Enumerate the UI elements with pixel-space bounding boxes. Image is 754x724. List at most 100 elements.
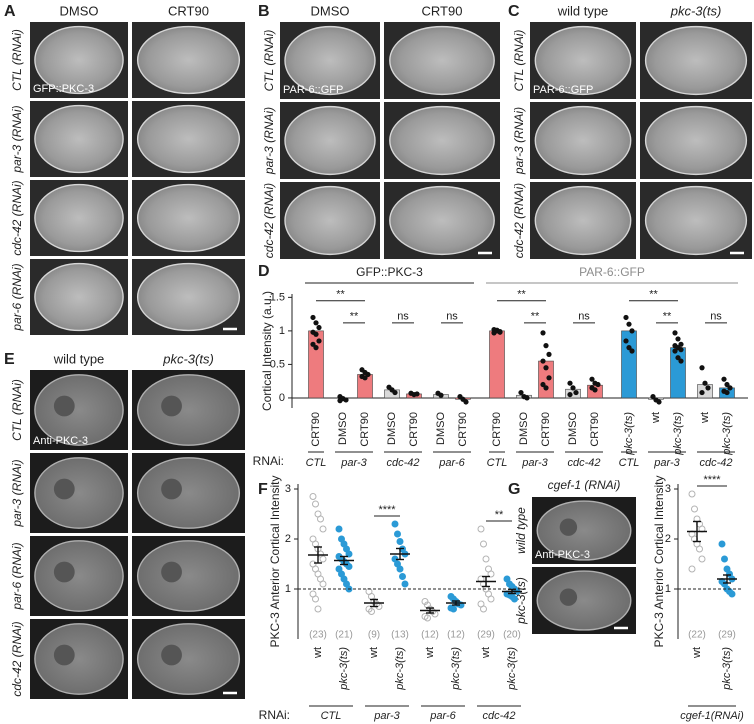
data-point — [394, 530, 401, 538]
data-point — [656, 399, 662, 405]
rnai-group: cdc-42 — [482, 710, 515, 722]
data-point — [480, 605, 487, 613]
embryo — [34, 623, 124, 695]
embryo — [136, 104, 241, 174]
n-label: (21) — [335, 630, 353, 641]
y-axis-label: Cortical Intensity (a.u.) — [260, 291, 274, 411]
data-point — [399, 573, 406, 580]
bar — [697, 384, 713, 399]
data-point — [675, 355, 681, 361]
embryo — [34, 374, 124, 446]
data-point — [310, 314, 316, 321]
embryo — [34, 25, 124, 95]
rnai-group: CTL — [487, 457, 508, 469]
data-point — [705, 385, 711, 391]
embryo — [534, 25, 632, 96]
data-point — [678, 341, 684, 347]
data-point — [312, 500, 319, 508]
data-point — [546, 375, 552, 381]
row-label: wild type — [514, 507, 528, 554]
bar-label: pkc-3(ts) — [672, 412, 684, 456]
n-label: (9) — [368, 630, 380, 641]
data-point — [592, 387, 598, 393]
sig-label: ns — [397, 311, 409, 323]
panel-label: G — [508, 481, 520, 498]
row-label: cdc-42 (RNAi) — [10, 180, 24, 255]
row-label: par-6 (RNAi) — [10, 542, 24, 610]
sig-label: ** — [517, 289, 526, 301]
data-point — [727, 385, 733, 391]
rnai-group: par-6 — [429, 710, 456, 722]
sig-label: **** — [703, 474, 721, 486]
data-point — [310, 341, 316, 347]
data-point — [629, 348, 635, 354]
y-tick-label: 1 — [279, 325, 285, 337]
data-point — [540, 330, 546, 336]
row-label: par-3 (RNAi) — [262, 107, 276, 175]
data-point — [391, 520, 399, 528]
sig-label: ns — [710, 311, 722, 323]
data-point — [543, 385, 549, 391]
rnai-group: cdc-42 — [567, 457, 600, 469]
nucleus — [559, 518, 578, 536]
nucleus — [53, 478, 75, 500]
panel-label: B — [258, 3, 270, 20]
column-header: pkc-3(ts) — [162, 351, 214, 366]
data-point — [623, 338, 629, 344]
nucleus — [161, 561, 182, 583]
panel-label: D — [258, 263, 270, 280]
data-point — [335, 525, 343, 533]
bar-label: DMSO — [337, 412, 349, 445]
header-title: GFP::PKC-3 — [356, 265, 423, 279]
bar-label: CRT90 — [540, 412, 552, 447]
row-label: par-3 (RNAi) — [10, 105, 24, 173]
y-tick-label: 0.5 — [270, 358, 285, 370]
data-point — [691, 505, 698, 513]
row-label: par-3 (RNAi) — [10, 459, 24, 527]
panel-title: cgef-1 (RNAi) — [548, 478, 621, 492]
embryo — [644, 185, 748, 256]
embryo — [389, 25, 495, 96]
rnai-group: par-3 — [521, 457, 548, 469]
data-point — [699, 389, 705, 396]
n-label: (13) — [391, 630, 409, 641]
data-point — [702, 380, 708, 386]
data-point — [540, 358, 546, 364]
data-point — [540, 381, 546, 388]
nucleus — [53, 395, 75, 417]
data-point — [368, 608, 375, 615]
embryo — [644, 105, 748, 176]
bar — [538, 360, 554, 399]
data-point — [482, 555, 490, 563]
data-point — [696, 545, 703, 553]
nucleus — [161, 478, 182, 500]
row-label: CTL (RNAi) — [512, 30, 526, 92]
data-point — [724, 381, 730, 388]
sig-label: ns — [446, 311, 458, 323]
data-point — [650, 394, 656, 400]
n-label: (12) — [421, 630, 439, 641]
item-label: pkc-3(ts) — [338, 647, 350, 691]
data-point — [345, 550, 353, 558]
data-point — [487, 570, 495, 578]
embryo — [389, 105, 495, 176]
embryo — [284, 185, 376, 256]
data-point — [675, 336, 681, 342]
embryo — [136, 623, 241, 695]
data-point — [497, 328, 503, 335]
rnai-group: cdc-42 — [699, 457, 732, 469]
embryo — [534, 105, 632, 176]
y-tick-label: 1.5 — [270, 291, 285, 303]
bar-label: CRT90 — [408, 412, 420, 447]
rnai-group: par-3 — [340, 457, 367, 469]
rnai-group: par-3 — [373, 710, 400, 722]
item-label: pkc-3(ts) — [721, 647, 733, 691]
bar — [489, 330, 505, 399]
y-axis-label: PKC-3 Anterior Cortical Intensity — [268, 475, 282, 647]
n-label: (29) — [477, 630, 495, 641]
data-point — [567, 391, 573, 398]
data-point — [721, 555, 728, 563]
sig-label: ** — [495, 509, 504, 521]
y-axis-label: PKC-3 Anterior Cortical Intensity — [652, 475, 666, 647]
nucleus — [53, 644, 75, 666]
